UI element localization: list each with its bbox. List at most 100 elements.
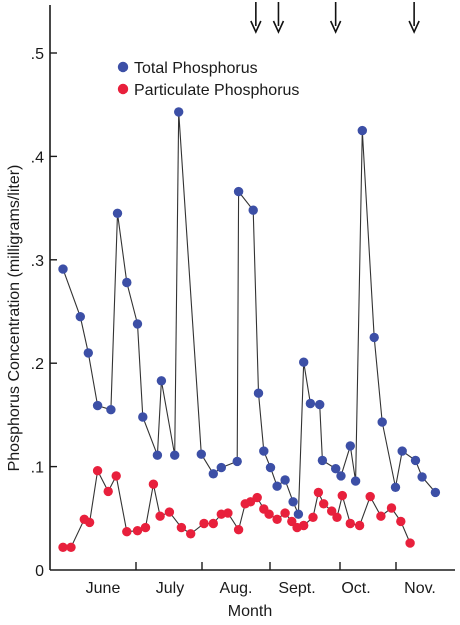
particulate-phosphorus-point	[132, 526, 143, 536]
total-phosphorus-point	[156, 376, 167, 386]
arrow-markers	[250, 2, 420, 34]
particulate-phosphorus-point	[287, 516, 297, 527]
axes	[49, 5, 455, 571]
particulate-phosphorus-point	[208, 518, 218, 529]
particulate-phosphorus-point	[245, 497, 256, 507]
y-tick-label: .2	[31, 356, 44, 373]
arrow-head	[408, 20, 420, 34]
total-phosphorus-point	[232, 456, 242, 467]
particulate-phosphorus-point	[199, 518, 209, 529]
particulate-phosphorus-point	[66, 542, 76, 552]
particulate-phosphorus-point	[103, 486, 113, 497]
total-phosphorus-point	[83, 348, 94, 358]
total-phosphorus-point	[336, 471, 346, 481]
particulate-phosphorus-point	[365, 491, 375, 502]
total-phosphorus-point	[58, 264, 68, 274]
particulate-phosphorus-point	[354, 520, 365, 531]
total-phosphorus-point	[390, 482, 401, 492]
total-phosphorus-point	[417, 472, 427, 482]
total-phosphorus-point	[132, 319, 143, 329]
y-axis-title: Phosphorus Concentration (milligrams/lit…	[6, 165, 23, 472]
total-phosphorus-point	[75, 312, 86, 322]
total-phosphorus-point	[122, 277, 132, 288]
total-phosphorus-point	[430, 487, 441, 498]
month-label: July	[156, 580, 184, 597]
particulate-phosphorus-point	[396, 516, 406, 527]
particulate-phosphorus-point	[223, 508, 233, 518]
total-phosphorus-point	[410, 455, 421, 466]
particulate-phosphorus-point	[313, 487, 324, 498]
particulate-phosphorus-point	[140, 522, 151, 533]
month-label: June	[86, 580, 121, 597]
series-points	[58, 107, 441, 552]
particulate-phosphorus-point	[308, 512, 318, 522]
particulate-phosphorus-point	[111, 471, 121, 481]
legend-marker-total	[117, 61, 129, 73]
total-phosphorus-line	[62, 111, 436, 515]
total-phosphorus-point	[152, 450, 163, 460]
total-phosphorus-point	[216, 462, 226, 473]
y-tick-label: 0	[35, 563, 44, 580]
month-label: Aug.	[220, 580, 253, 597]
month-label: Sept.	[278, 580, 315, 597]
total-phosphorus-point	[259, 446, 269, 456]
total-phosphorus-point	[265, 462, 276, 473]
series-lines	[62, 111, 436, 548]
total-phosphorus-point	[357, 125, 367, 136]
arrow-head	[329, 20, 342, 34]
particulate-phosphorus-point	[280, 508, 290, 518]
y-tick-label: .5	[31, 46, 44, 63]
particulate-phosphorus-point	[376, 511, 386, 521]
total-phosphorus-point	[345, 441, 355, 451]
total-phosphorus-point	[248, 205, 258, 215]
total-phosphorus-point	[106, 405, 116, 415]
month-label: Oct.	[341, 580, 370, 597]
total-phosphorus-point	[196, 449, 206, 459]
total-phosphorus-point	[331, 464, 341, 474]
particulate-phosphorus-point	[252, 492, 262, 503]
particulate-phosphorus-point	[186, 529, 196, 539]
total-phosphorus-point	[174, 107, 184, 117]
particulate-phosphorus-point	[272, 514, 282, 524]
total-phosphorus-point	[272, 481, 282, 491]
arrow-head	[250, 20, 262, 34]
particulate-phosphorus-point	[58, 542, 68, 552]
particulate-phosphorus-point	[164, 507, 175, 517]
particulate-phosphorus-point	[345, 518, 355, 529]
month-label: Nov.	[404, 580, 436, 597]
total-phosphorus-point	[170, 450, 180, 460]
particulate-phosphorus-point	[122, 527, 132, 537]
legend-label-particulate: Particulate Phosphorus	[134, 82, 299, 99]
total-phosphorus-point	[299, 357, 309, 367]
total-phosphorus-point	[92, 400, 103, 411]
total-phosphorus-point	[280, 475, 290, 485]
total-phosphorus-point	[377, 417, 387, 427]
total-phosphorus-point	[317, 455, 328, 466]
particulate-phosphorus-point	[264, 509, 274, 519]
total-phosphorus-point	[288, 497, 298, 507]
particulate-phosphorus-point	[405, 538, 415, 548]
legend-label-total: Total Phosphorus	[134, 60, 258, 77]
particulate-phosphorus-point	[84, 517, 95, 528]
particulate-phosphorus-point	[337, 490, 347, 501]
total-phosphorus-point	[138, 412, 148, 422]
total-phosphorus-point	[208, 469, 218, 479]
particulate-phosphorus-point	[386, 503, 397, 513]
y-ticks: 0 .1 .2 .3 .4 .5	[31, 46, 57, 580]
arrow-head	[272, 20, 285, 34]
particulate-phosphorus-point	[176, 522, 187, 533]
total-phosphorus-point	[253, 388, 264, 398]
total-phosphorus-point	[293, 509, 304, 519]
y-tick-label: .3	[31, 253, 44, 270]
particulate-phosphorus-point	[92, 466, 103, 476]
total-phosphorus-point	[233, 186, 244, 197]
total-phosphorus-point	[397, 446, 407, 456]
total-phosphorus-point	[350, 476, 361, 486]
particulate-phosphorus-point	[319, 499, 329, 509]
particulate-phosphorus-point	[332, 512, 342, 522]
total-phosphorus-point	[315, 399, 325, 410]
y-tick-label: .4	[31, 149, 44, 166]
legend: Total Phosphorus Particulate Phosphorus	[117, 60, 299, 99]
particulate-phosphorus-point	[148, 479, 159, 489]
